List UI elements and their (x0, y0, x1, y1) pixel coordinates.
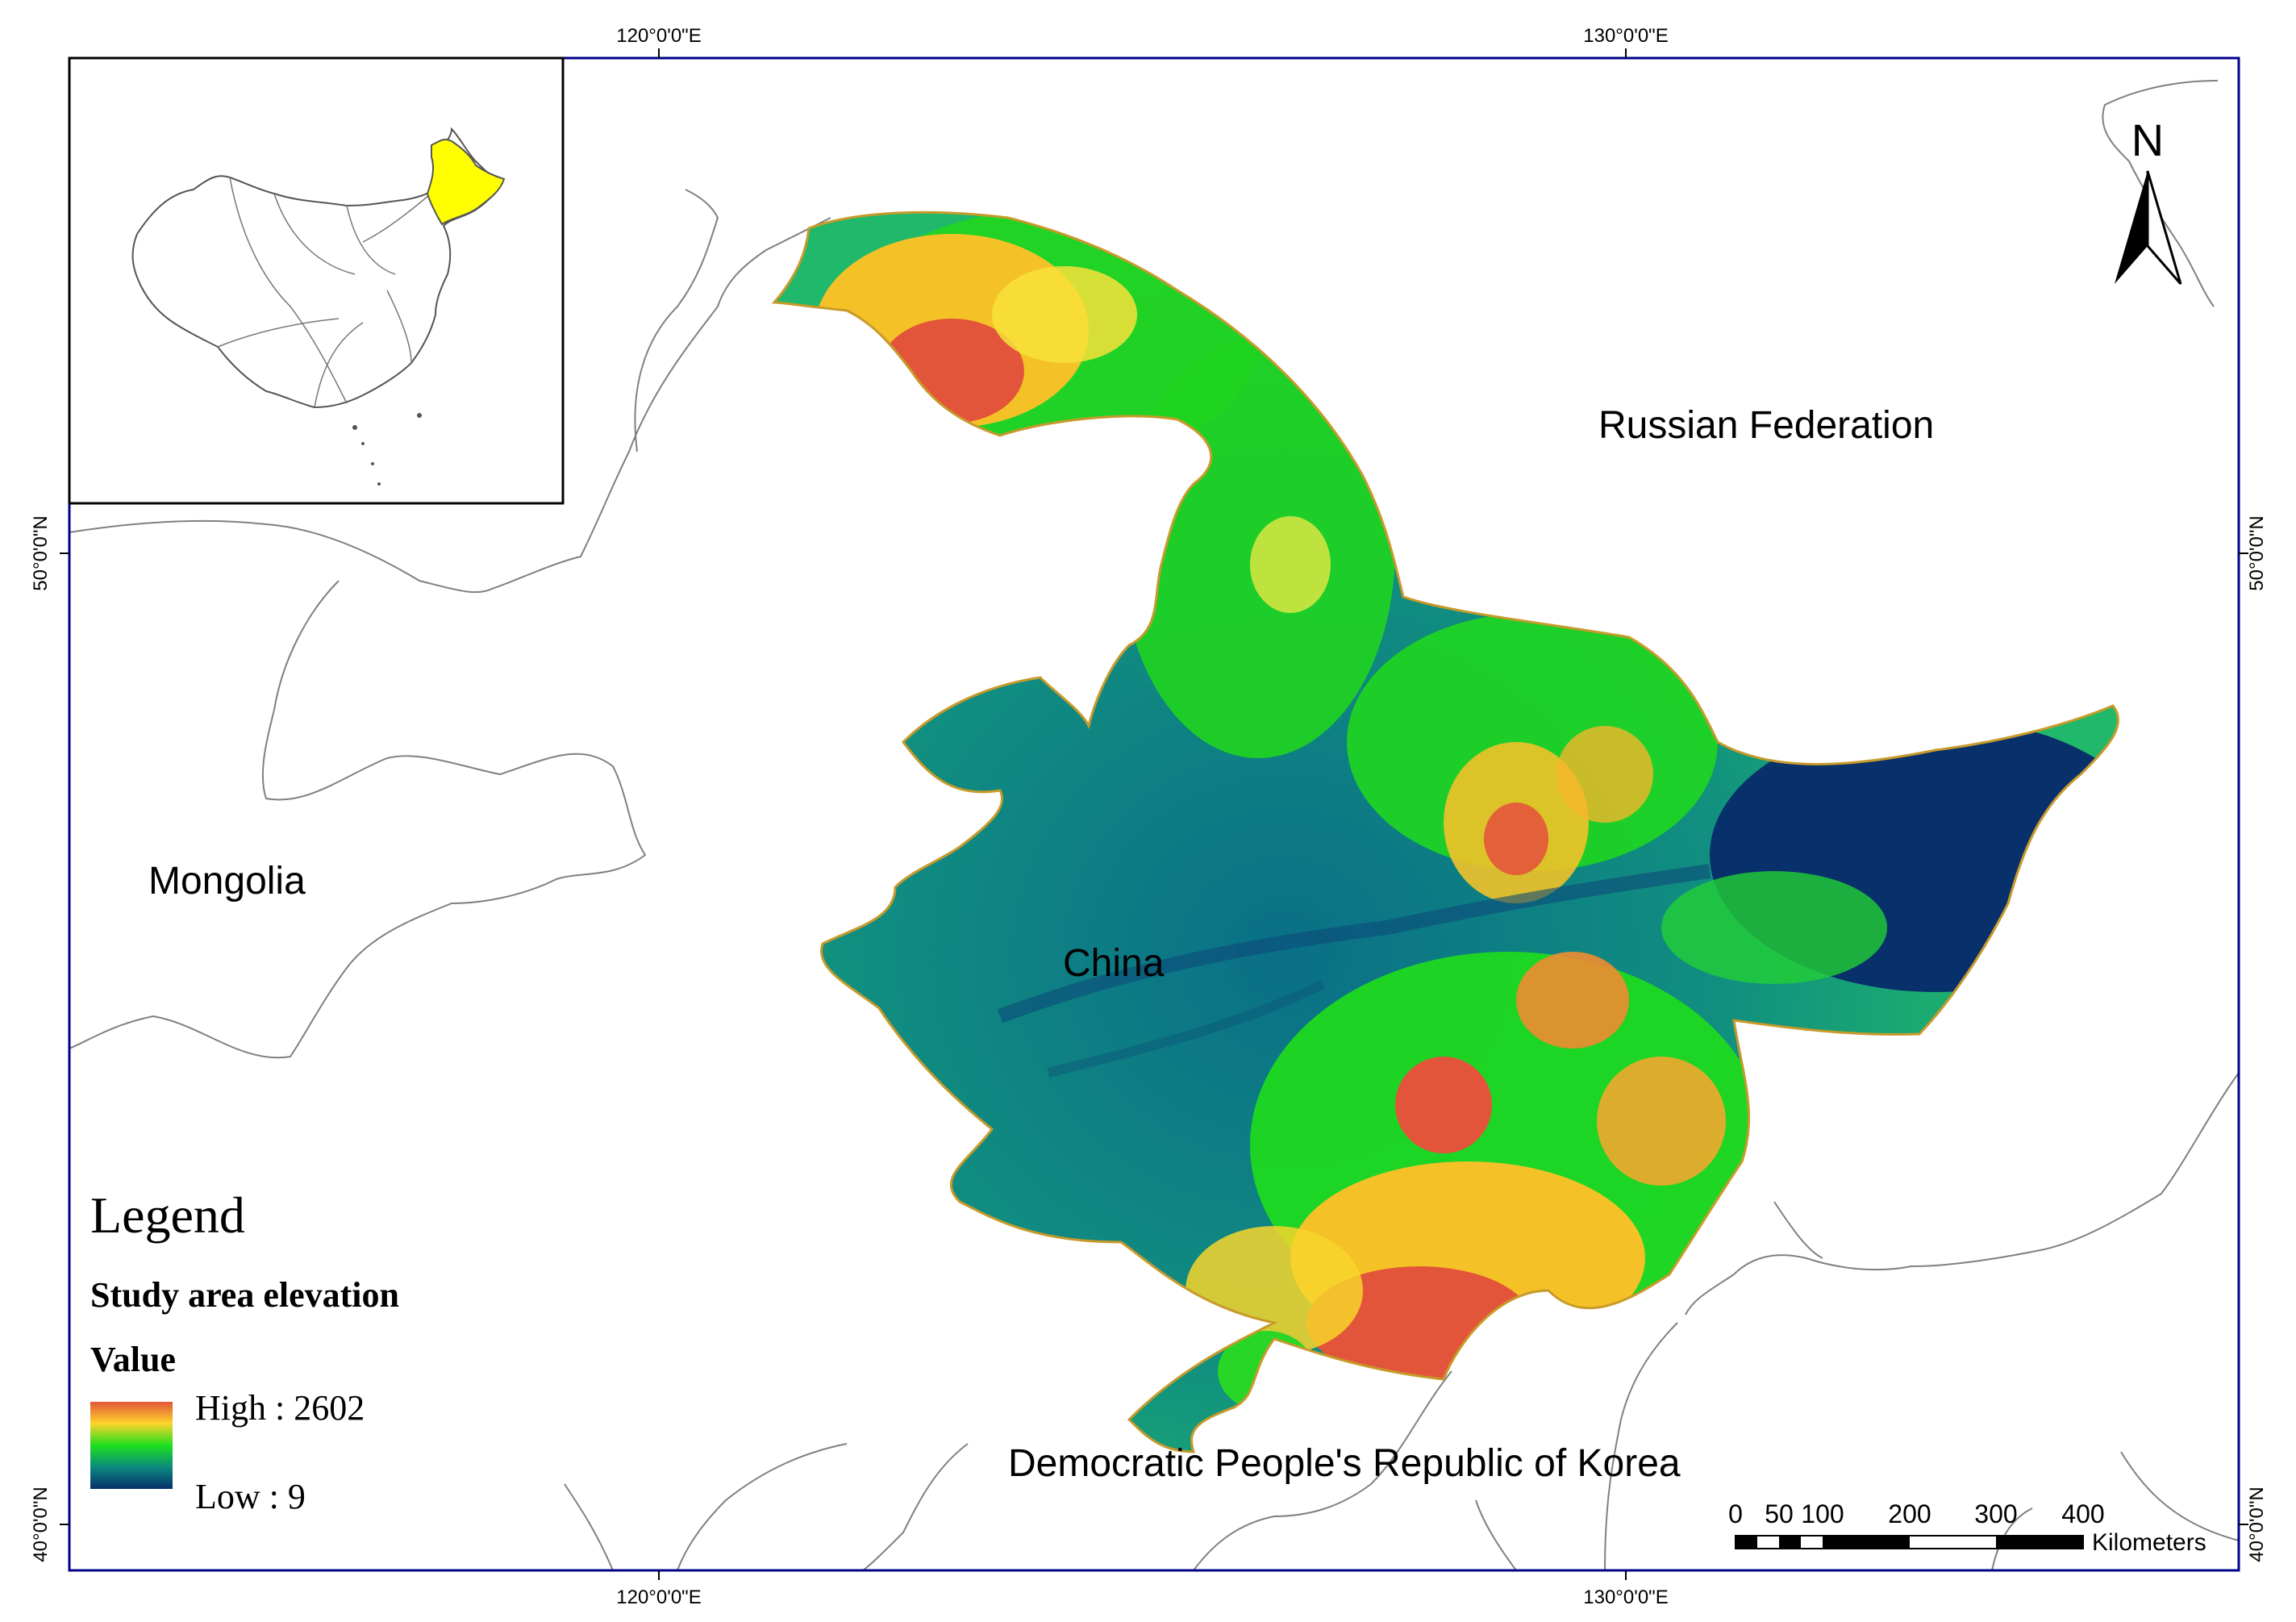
legend-high-label: High : 2602 (195, 1388, 365, 1428)
right-latitude-label-50: 50°0'0"N (2246, 515, 2268, 590)
inset-study-area-highlight (426, 138, 506, 226)
scale-unit: Kilometers (2092, 1529, 2206, 1556)
inset-map (68, 56, 565, 505)
scale-tick-300: 300 (1974, 1499, 2017, 1528)
scale-tick-50: 50 (1765, 1499, 1794, 1528)
legend-layer-name: Study area elevation (90, 1275, 399, 1315)
study-area-elevation (771, 211, 2119, 1453)
label-china: China (1063, 942, 1165, 985)
legend: Legend Study area elevation Value High :… (90, 1186, 399, 1516)
scale-segment (1779, 1536, 1801, 1549)
graticule-ticks (60, 48, 2248, 1580)
scale-bar: 0 50 100 200 300 400 Kilometers (1728, 1499, 2206, 1556)
top-longitude-label-130: 130°0'0"E (1583, 25, 1668, 47)
scale-segment (1736, 1536, 1757, 1549)
left-latitude-label-50: 50°0'0"N (30, 515, 52, 590)
legend-field-name: Value (90, 1340, 176, 1379)
label-north-korea: Democratic People's Republic of Korea (1008, 1442, 1681, 1485)
left-latitude-label-40: 40°0'0"N (30, 1486, 52, 1562)
label-mongolia: Mongolia (148, 860, 306, 903)
legend-low-label: Low : 9 (195, 1477, 306, 1516)
scale-segment (1823, 1536, 1910, 1549)
inset-province-lines (217, 177, 436, 408)
bottom-longitude-label-130: 130°0'0"E (1583, 1587, 1668, 1608)
north-arrow-icon (2115, 170, 2182, 285)
scale-tick-400: 400 (2061, 1499, 2104, 1528)
legend-color-ramp (90, 1402, 173, 1489)
map-frame (68, 56, 2240, 1572)
label-russian-federation: Russian Federation (1598, 404, 1934, 447)
inset-islands (352, 413, 422, 486)
right-latitude-label-40: 40°0'0"N (2246, 1486, 2268, 1562)
country-borders (69, 80, 2239, 1570)
north-arrow: N (2115, 115, 2182, 285)
scale-tick-200: 200 (1888, 1499, 1931, 1528)
legend-title: Legend (90, 1186, 245, 1244)
top-longitude-label-120: 120°0'0"E (616, 25, 701, 47)
scale-tick-100: 100 (1801, 1499, 1844, 1528)
scale-tick-0: 0 (1728, 1499, 1743, 1528)
scale-segment (1996, 1536, 2083, 1549)
north-arrow-label: N (2131, 115, 2164, 165)
bottom-longitude-label-120: 120°0'0"E (616, 1587, 701, 1608)
